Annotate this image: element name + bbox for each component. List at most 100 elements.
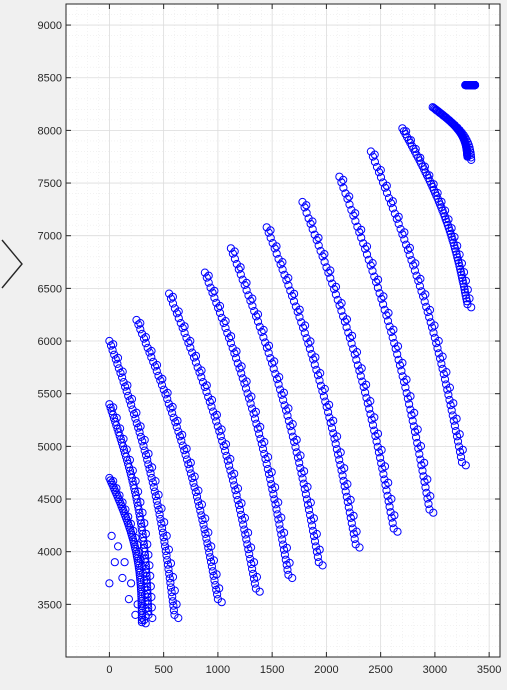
- y-tick-label: 8000: [38, 125, 62, 137]
- data-point: [235, 364, 244, 373]
- data-point: [361, 388, 370, 397]
- data-point: [126, 519, 135, 528]
- data-point: [284, 281, 293, 290]
- data-point: [167, 588, 176, 597]
- data-point: [181, 450, 190, 459]
- data-point: [300, 484, 309, 494]
- data-point: [275, 520, 284, 529]
- data-point: [205, 548, 214, 557]
- data-point: [340, 482, 349, 491]
- data-point: [202, 381, 211, 390]
- data-point: [459, 279, 468, 288]
- data-point: [168, 299, 178, 308]
- data-point: [350, 350, 359, 359]
- data-point: [114, 542, 123, 551]
- data-point: [450, 232, 459, 242]
- data-point: [467, 303, 476, 312]
- data-point: [108, 346, 117, 355]
- data-point: [145, 464, 154, 473]
- data-point: [300, 203, 309, 212]
- data-point: [398, 230, 407, 239]
- data-point: [388, 204, 397, 213]
- data-point: [310, 360, 319, 369]
- data-point: [334, 450, 343, 459]
- data-point: [202, 534, 211, 543]
- data-point: [326, 266, 335, 275]
- data-point: [304, 505, 314, 514]
- data-point: [171, 418, 180, 427]
- data-point: [367, 415, 376, 424]
- axes-lines: [65, 3, 501, 658]
- data-point: [127, 400, 136, 409]
- data-point: [247, 559, 256, 569]
- x-tick-label: 2500: [368, 664, 392, 676]
- data-point: [405, 250, 414, 260]
- x-tick-label: 1000: [206, 664, 230, 676]
- data-point: [180, 446, 189, 455]
- data-point: [172, 309, 181, 318]
- chevron-right-icon[interactable]: [0, 238, 26, 290]
- data-point: [341, 487, 350, 496]
- data-point: [389, 325, 398, 334]
- data-point: [355, 543, 364, 552]
- data-point: [246, 296, 255, 305]
- data-point: [303, 500, 313, 509]
- data-point: [330, 285, 339, 294]
- data-point: [207, 402, 216, 411]
- data-point: [409, 261, 418, 270]
- data-point: [455, 447, 465, 456]
- data-point: [349, 529, 358, 538]
- data-point: [342, 315, 351, 324]
- data-point: [106, 341, 116, 350]
- data-point: [172, 422, 181, 432]
- data-point: [215, 308, 225, 317]
- data-point: [408, 416, 417, 425]
- data-point: [184, 460, 193, 469]
- data-point: [347, 339, 356, 348]
- y-tick-label: 8500: [38, 73, 62, 85]
- data-point: [348, 331, 357, 340]
- data-point: [458, 276, 467, 285]
- data-point: [168, 592, 177, 601]
- data-point: [121, 382, 130, 391]
- data-point: [459, 268, 469, 277]
- data-point: [315, 376, 324, 385]
- data-point: [352, 355, 361, 364]
- data-point: [255, 587, 264, 596]
- data-point: [245, 394, 254, 403]
- data-point: [134, 423, 143, 432]
- data-point: [246, 399, 255, 408]
- data-point: [387, 327, 396, 337]
- data-point: [449, 416, 458, 425]
- data-point: [462, 297, 471, 306]
- data-point: [272, 375, 282, 384]
- data-point: [234, 265, 243, 274]
- data-point: [144, 607, 153, 616]
- data-point: [410, 408, 419, 417]
- data-point: [377, 445, 386, 455]
- data-point: [232, 491, 241, 500]
- data-point: [242, 286, 251, 295]
- data-point: [250, 414, 260, 423]
- data-point: [338, 471, 347, 480]
- data-point: [355, 228, 364, 237]
- data-point: [174, 613, 183, 623]
- data-point: [312, 236, 321, 245]
- data-point: [271, 500, 280, 509]
- data-point: [264, 348, 273, 358]
- data-point: [225, 461, 234, 470]
- data-point: [363, 399, 372, 408]
- data-point: [186, 458, 195, 467]
- data-point: [420, 458, 429, 467]
- data-point: [388, 519, 397, 528]
- data-point: [208, 288, 217, 297]
- data-point: [159, 533, 168, 542]
- data-point: [379, 292, 388, 301]
- data-point: [320, 257, 329, 266]
- data-point: [314, 233, 323, 242]
- data-point: [234, 500, 243, 510]
- data-point: [148, 613, 157, 623]
- data-point: [249, 574, 259, 583]
- data-point: [262, 343, 271, 352]
- data-point: [331, 439, 340, 448]
